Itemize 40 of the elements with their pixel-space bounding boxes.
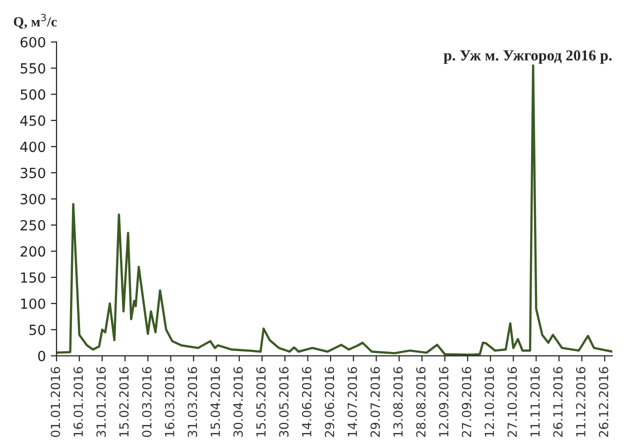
x-tick-label: 29.06.2016 <box>324 367 334 437</box>
y-tick-label: 450 <box>20 115 46 126</box>
x-tick-label: 16.01.2016 <box>74 367 83 436</box>
y-tick-label: 50 <box>30 324 46 336</box>
x-tick-label: 13.08.2016 <box>393 367 403 436</box>
y-tick-label: 100 <box>21 298 46 309</box>
x-tick-label: 29.07.2016 <box>370 367 380 437</box>
x-tick-label: 11.11.2016 <box>530 367 540 436</box>
y-axis-title: Q, м$^{3}$/с <box>14 14 57 29</box>
y-tick-label: 500 <box>20 89 46 100</box>
x-tick-label: 15.04.2016 <box>210 367 220 436</box>
y-tick-label: 0 <box>38 350 46 362</box>
x-tick-label: 12.10.2016 <box>484 367 494 436</box>
chart-title: р. Уж м. Ужгород 2016 р. <box>444 50 612 64</box>
x-tick-label: 31.03.2016 <box>188 367 198 437</box>
x-tick-label: 16.03.2016 <box>164 367 174 436</box>
x-tick-label: 26.11.2016 <box>553 367 563 437</box>
x-tick-label: 31.01.2016 <box>96 367 106 437</box>
y-tick-label: 600 <box>20 36 46 48</box>
x-tick-label: 01.01.2016 <box>50 367 60 437</box>
x-tick-label: 11.12.2016 <box>576 367 586 436</box>
x-tick-label: 15.05.2016 <box>256 367 266 436</box>
y-tick-label: 150 <box>21 272 46 283</box>
x-tick-label: 14.06.2016 <box>302 367 312 436</box>
x-tick-label: 30.05.2016 <box>279 367 289 437</box>
x-tick-label: 26.12.2016 <box>598 367 608 437</box>
x-tick-label: 27.09.2016 <box>462 367 472 437</box>
y-tick-label: 400 <box>20 142 46 152</box>
x-tick-label: 27.10.2016 <box>507 367 517 437</box>
y-tick-label: 200 <box>20 246 46 257</box>
y-tick-label: 350 <box>20 168 46 178</box>
x-tick-label: 12.09.2016 <box>438 367 448 436</box>
x-tick-label: 01.03.2016 <box>142 367 152 437</box>
y-tick-label: 550 <box>20 63 46 74</box>
x-tick-label: 14.07.2016 <box>348 367 358 436</box>
y-tick-label: 300 <box>20 194 46 204</box>
x-tick-label: 15.02.2016 <box>119 367 129 436</box>
y-tick-label: 250 <box>20 220 46 231</box>
x-tick-label: 30.04.2016 <box>233 367 243 437</box>
x-tick-label: 28.08.2016 <box>416 367 426 437</box>
